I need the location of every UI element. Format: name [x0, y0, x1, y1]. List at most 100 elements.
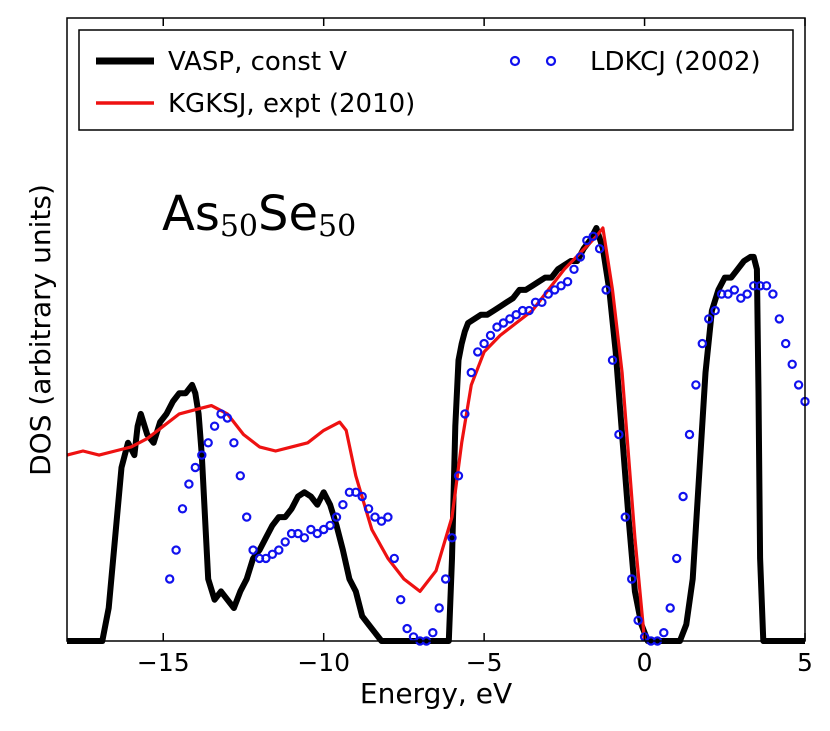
series-point-ldkcj — [761, 281, 772, 291]
series-point-ldkcj — [614, 429, 624, 440]
legend: VASP, const V KGKSJ, expt (2010) LDKCJ (… — [78, 29, 794, 131]
series-line-vasp — [67, 225, 805, 644]
x-tick-label: −15 — [137, 648, 190, 677]
series-point-ldkcj — [241, 512, 252, 522]
series-point-ldkcj — [357, 491, 367, 502]
series-point-ldkcj — [665, 603, 675, 613]
y-axis-label: DOS (arbitrary units) — [24, 184, 57, 476]
series-point-ldkcj — [659, 628, 669, 638]
series-point-ldkcj — [402, 623, 412, 634]
plot-frame — [66, 17, 806, 642]
series-point-ldkcj — [582, 235, 592, 246]
series-line-kgksj — [66, 226, 647, 642]
series-point-ldkcj — [440, 574, 451, 584]
series-point-ldkcj — [325, 520, 335, 531]
legend-frame — [78, 29, 794, 131]
annotation-sub-2: 50 — [318, 209, 356, 244]
series-point-ldkcj — [588, 231, 598, 241]
series-point-ldkcj — [601, 285, 611, 295]
series-point-ldkcj — [312, 528, 322, 539]
series-point-ldkcj — [184, 479, 194, 489]
series-point-ldkcj — [389, 553, 399, 564]
x-tick-label: −10 — [297, 648, 350, 677]
series-point-ldkcj — [479, 338, 489, 349]
series-point-ldkcj — [229, 438, 239, 448]
series-point-ldkcj — [511, 310, 521, 320]
series-point-ldkcj — [524, 305, 534, 316]
series-point-ldkcj — [672, 553, 682, 564]
series-point-ldkcj — [396, 595, 406, 605]
x-tick-label: 5 — [797, 648, 813, 677]
series-point-ldkcj — [338, 500, 348, 510]
series-point-ldkcj — [575, 252, 586, 262]
series-point-ldkcj — [274, 545, 284, 555]
series-point-ldkcj — [473, 347, 483, 357]
series-point-ldkcj — [729, 285, 740, 295]
annotation-sub-1: 50 — [220, 209, 258, 244]
series-point-ldkcj — [235, 471, 245, 481]
series-point-ldkcj — [768, 289, 778, 299]
series-point-ldkcj — [787, 359, 797, 369]
series-point-ldkcj — [485, 330, 496, 341]
series-point-ldkcj — [781, 338, 791, 349]
series-point-ldkcj — [633, 615, 643, 626]
tick-layer: −15 −10 −5 0 5 — [137, 18, 813, 677]
series-point-ldkcj — [261, 553, 271, 564]
series-point-ldkcj — [562, 277, 573, 287]
x-axis-label: Energy, eV — [360, 677, 512, 710]
series-point-ldkcj — [209, 421, 220, 431]
annotation-base-2: Se — [258, 186, 318, 242]
legend-label-kgksj: KGKSJ, expt (2010) — [168, 89, 415, 119]
series-point-ldkcj — [164, 574, 175, 584]
legend-label-vasp: VASP, const V — [168, 47, 347, 77]
series-point-ldkcj — [319, 524, 329, 535]
legend-marker-ldkcj-2 — [545, 55, 557, 67]
series-point-ldkcj — [774, 314, 785, 324]
series-point-ldkcj — [505, 314, 515, 324]
series-point-ldkcj — [742, 289, 752, 299]
series-point-ldkcj — [627, 574, 637, 584]
series-point-ldkcj — [537, 297, 547, 307]
series-point-ldkcj — [428, 628, 438, 638]
series-point-ldkcj — [691, 380, 701, 390]
annotation-base-1: As — [162, 186, 220, 242]
series-point-ldkcj — [248, 545, 258, 555]
series-point-ldkcj — [594, 243, 605, 254]
series-point-ldkcj — [203, 438, 213, 448]
series-point-ldkcj — [177, 504, 188, 514]
series-point-ldkcj — [267, 549, 278, 560]
series-point-ldkcj — [793, 380, 804, 390]
series-point-ldkcj — [607, 355, 618, 365]
series-point-ldkcj — [197, 450, 207, 460]
series-point-ldkcj — [306, 524, 316, 535]
series-point-ldkcj — [678, 491, 688, 502]
series-point-ldkcj — [704, 314, 714, 324]
series-point-ldkcj — [280, 537, 290, 547]
series-point-ldkcj — [363, 504, 374, 514]
composition-annotation: As50Se50 — [162, 186, 356, 244]
series-point-ldkcj — [550, 285, 560, 295]
series-point-ldkcj — [434, 603, 444, 613]
series-point-ldkcj — [331, 512, 342, 522]
series-point-ldkcj — [466, 367, 476, 378]
series-point-ldkcj — [492, 322, 502, 332]
series-point-ldkcj — [498, 318, 509, 328]
series-point-ldkcj — [684, 429, 695, 440]
series-point-ldkcj — [556, 281, 566, 291]
series-point-ldkcj — [697, 338, 708, 349]
series-point-ldkcj — [171, 545, 181, 555]
series-point-ldkcj — [723, 289, 733, 299]
series-point-ldkcj — [453, 471, 464, 481]
series-point-ldkcj — [383, 512, 393, 522]
legend-label-ldkcj: LDKCJ (2002) — [590, 47, 761, 77]
series-point-ldkcj — [190, 462, 200, 473]
series-point-ldkcj — [710, 305, 720, 316]
legend-marker-ldkcj-1 — [509, 55, 521, 67]
series-point-ldkcj — [447, 533, 457, 543]
series-point-ldkcj — [299, 533, 310, 543]
series-point-ldkcj — [736, 293, 746, 303]
series-point-ldkcj — [216, 409, 226, 419]
series-layer — [66, 225, 810, 646]
series-point-ldkcj — [620, 512, 631, 522]
